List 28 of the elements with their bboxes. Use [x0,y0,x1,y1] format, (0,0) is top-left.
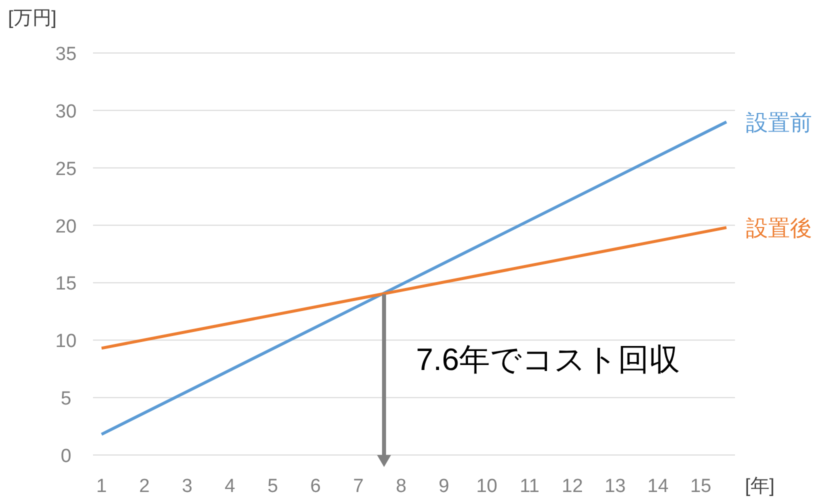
y-tick-label: 35 [55,44,77,65]
x-tick-label: 13 [604,476,626,497]
x-tick-label: 15 [690,476,712,497]
y-tick-label: 25 [55,158,77,180]
y-tick-label: 10 [55,331,77,352]
y-tick-label: 0 [60,446,72,467]
x-tick-label: 2 [139,476,150,497]
x-tick-label: 4 [224,476,236,497]
annotation: 7.6年でコスト回収 [416,342,680,378]
x-tick-label: 10 [476,476,498,497]
x-tick-label: 8 [396,476,406,497]
x-tick-label: 5 [267,476,278,497]
y-tick-label: 15 [55,274,77,295]
y-tick-label: 5 [60,388,72,410]
y-tick-label: 30 [55,101,77,122]
x-tick-label: 14 [647,476,669,497]
x-tick-label: 3 [182,476,192,497]
x-tick-label: 12 [562,476,583,497]
x-tick-label: 9 [438,476,450,497]
y-tick-label: 20 [55,216,77,238]
x-tick-label: 11 [520,476,540,497]
series-label: 設置後 [746,216,812,241]
x-axis-title: [年] [745,476,775,497]
y-axis-title: [万円] [8,8,57,29]
x-tick-label: 1 [96,476,107,497]
series-label: 設置前 [746,110,812,135]
x-tick-label: 6 [310,476,321,497]
x-tick-label: 7 [353,476,364,497]
